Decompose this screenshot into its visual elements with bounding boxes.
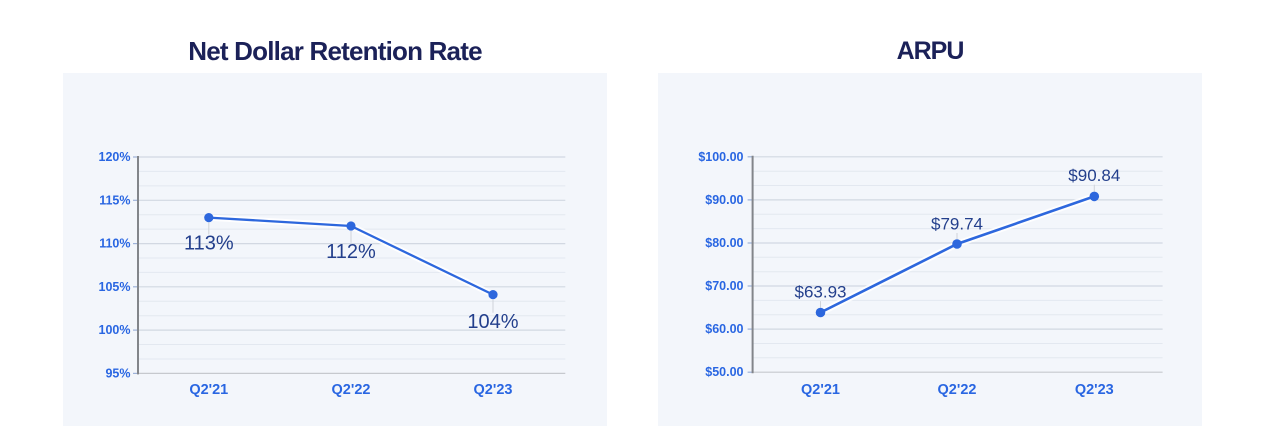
svg-text:$60.00: $60.00 <box>705 322 743 336</box>
svg-text:$80.00: $80.00 <box>705 236 743 250</box>
svg-text:Q2'23: Q2'23 <box>1075 382 1114 398</box>
svg-text:100%: 100% <box>99 323 131 337</box>
svg-text:115%: 115% <box>99 193 130 207</box>
svg-text:120%: 120% <box>99 150 131 164</box>
svg-text:104%: 104% <box>467 311 518 333</box>
svg-text:Q2'22: Q2'22 <box>332 382 371 398</box>
svg-text:$70.00: $70.00 <box>705 279 743 293</box>
svg-text:95%: 95% <box>105 366 130 380</box>
svg-text:$100.00: $100.00 <box>698 150 743 164</box>
svg-text:Q2'22: Q2'22 <box>938 382 977 398</box>
svg-text:Q2'21: Q2'21 <box>801 382 840 398</box>
svg-text:$50.00: $50.00 <box>705 365 743 379</box>
svg-text:112%: 112% <box>326 241 376 263</box>
svg-text:$90.00: $90.00 <box>705 193 743 207</box>
svg-text:110%: 110% <box>99 237 130 251</box>
svg-text:Q2'23: Q2'23 <box>474 382 513 398</box>
svg-text:$79.74: $79.74 <box>931 215 983 234</box>
svg-text:$63.93: $63.93 <box>795 283 847 302</box>
svg-text:Q2'21: Q2'21 <box>189 382 228 398</box>
svg-text:105%: 105% <box>99 280 131 294</box>
svg-text:$90.84: $90.84 <box>1068 166 1120 185</box>
svg-text:113%: 113% <box>184 232 234 254</box>
